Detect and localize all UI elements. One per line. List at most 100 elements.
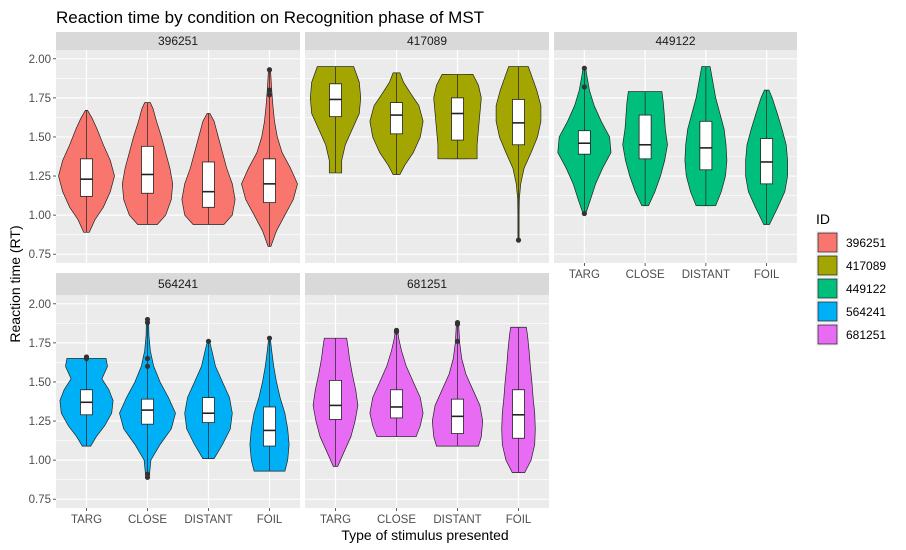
panel-417089: 417089	[305, 32, 549, 263]
x-tick-label: TARG	[569, 269, 600, 281]
box	[451, 97, 464, 141]
violin-group-foil	[249, 335, 290, 472]
y-tick-label: 0.75	[29, 249, 51, 261]
box	[329, 379, 342, 420]
x-tick-label: DISTANT	[682, 269, 730, 281]
violin-group-foil	[745, 89, 788, 225]
outlier-point	[266, 87, 273, 93]
outlier-point	[266, 335, 273, 341]
legend-label: 449122	[846, 282, 886, 296]
legend-item-681251: 681251	[816, 323, 886, 346]
violin-group-distant	[431, 319, 484, 447]
box	[263, 406, 276, 447]
facet-strip-label: 681251	[407, 277, 447, 291]
outlier-point	[266, 67, 273, 73]
legend-key-swatch	[817, 232, 838, 253]
violin-group-foil	[501, 326, 536, 473]
outlier-point	[144, 319, 151, 326]
panel-396251: 396251 0.75 1.00 1.25 1.50 1.75 2.00	[29, 32, 300, 263]
violin-group-foil	[241, 67, 298, 247]
violin-group-targ	[309, 66, 362, 174]
outlier-point	[205, 338, 212, 344]
y-tick-label: 1.75	[29, 93, 51, 105]
legend-item-417089: 417089	[816, 254, 886, 277]
box	[390, 389, 403, 419]
violin-group-foil	[495, 66, 542, 243]
legend-label: 564241	[846, 305, 886, 319]
violin-group-distant	[181, 113, 236, 225]
box	[638, 114, 652, 160]
y-tick-label: 1.00	[29, 455, 51, 467]
y-tick-label: 1.75	[29, 338, 51, 350]
outlier-point	[266, 92, 273, 98]
legend-label: 681251	[846, 328, 886, 342]
facet-strip	[56, 32, 300, 50]
x-tick-label: DISTANT	[433, 514, 481, 526]
legend-key-swatch	[817, 301, 838, 322]
outlier-point	[144, 474, 151, 480]
y-axis-title: Reaction time (RT)	[7, 225, 23, 342]
facet-strip-label: 564241	[158, 277, 198, 291]
chart-panels: 396251 0.75 1.00 1.25 1.50 1.75 2.00 417089 4491…	[29, 32, 797, 526]
y-tick-label: 2.00	[29, 299, 51, 311]
outlier-point	[144, 363, 151, 369]
panel-681251: 681251 TARG CLOSE DISTANT FOIL	[305, 273, 549, 526]
violin-group-targ	[312, 337, 359, 467]
box	[141, 398, 154, 425]
facet-strip	[305, 273, 549, 295]
box	[80, 158, 93, 197]
facet-strip-label: 396251	[158, 34, 198, 48]
x-tick-label: FOIL	[257, 514, 283, 526]
y-tick-label: 1.50	[29, 132, 51, 144]
y-tick-label: 0.75	[29, 494, 51, 506]
violin-group-targ	[58, 110, 115, 233]
y-tick-label: 1.00	[29, 210, 51, 222]
box	[263, 158, 276, 204]
outlier-point	[83, 355, 90, 362]
violin-group-targ	[557, 65, 612, 217]
violin-group-distant	[184, 338, 233, 459]
violin-group-close	[119, 316, 176, 480]
outlier-point	[581, 210, 587, 217]
legend-label: 396251	[846, 236, 886, 250]
outlier-point	[144, 355, 151, 362]
x-tick-label: FOIL	[506, 514, 532, 526]
y-tick-label: 1.50	[29, 377, 51, 389]
box	[202, 161, 215, 208]
violin-group-distant	[684, 66, 728, 207]
facet-strip	[56, 273, 300, 295]
y-tick-label: 1.25	[29, 171, 51, 183]
x-tick-label: DISTANT	[184, 514, 232, 526]
outlier-point	[454, 321, 461, 327]
violin-group-distant	[433, 74, 482, 160]
x-tick-label: FOIL	[754, 269, 780, 281]
legend-item-564241: 564241	[816, 300, 886, 323]
violin-group-close	[121, 102, 174, 225]
legend-key-swatch	[817, 255, 838, 276]
legend-item-449122: 449122	[816, 277, 886, 300]
facet-strip-label: 449122	[655, 34, 695, 48]
facet-strip	[305, 32, 549, 50]
outlier-point	[581, 84, 587, 90]
outlier-point	[581, 65, 587, 71]
outlier-point	[454, 338, 461, 344]
legend-item-396251: 396251	[816, 231, 886, 254]
x-tick-label: TARG	[320, 514, 351, 526]
facet-strip-label: 417089	[407, 34, 447, 48]
violin-group-close	[369, 72, 424, 175]
box	[699, 120, 713, 171]
outlier-point	[515, 237, 522, 243]
panel-564241: 564241 0.75 1.00 1.25 1.50 1.75 2.00 TARG CLOSE D…	[29, 273, 300, 526]
legend-label: 417089	[846, 259, 886, 273]
legend: ID 396251 417089 449122 564241 681251	[816, 211, 886, 346]
x-tick-label: TARG	[71, 514, 102, 526]
x-tick-label: CLOSE	[626, 269, 665, 281]
x-tick-label: CLOSE	[128, 514, 167, 526]
box	[141, 145, 154, 194]
legend-key-swatch	[817, 324, 838, 345]
legend-key-swatch	[817, 278, 838, 299]
chart-title: Reaction time by condition on Recognitio…	[56, 8, 484, 27]
legend-title: ID	[816, 211, 830, 227]
facet-strip	[554, 32, 797, 50]
